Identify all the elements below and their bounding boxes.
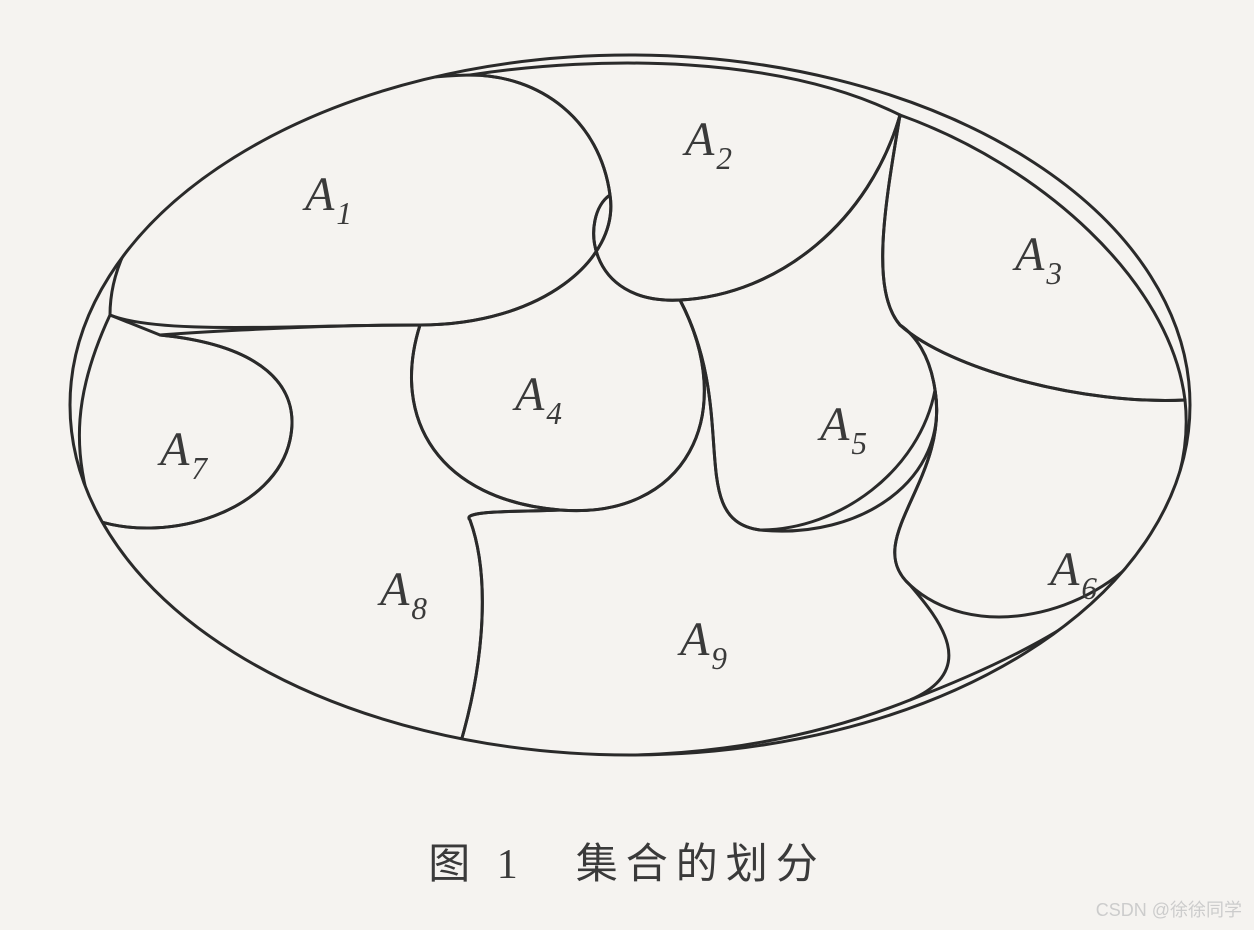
region-boundary-A6 [895, 325, 1186, 617]
region-label-A7: A7 [157, 423, 208, 486]
set-partition-diagram: A1 A2 A3 A4 A5 A6 A7 A8 A9 [40, 20, 1220, 780]
partition-group [79, 63, 1186, 756]
figure-caption: 图 1 集合的划分 [0, 830, 1254, 891]
diagram-svg: A1 A2 A3 A4 A5 A6 A7 A8 A9 [40, 20, 1220, 790]
region-label-A5: A5 [817, 398, 867, 461]
region-label-A2: A2 [682, 113, 732, 176]
region-label-A4: A4 [512, 368, 562, 431]
region-boundary-A8 [95, 325, 560, 745]
region-boundary-A1 [110, 75, 611, 328]
region-boundary-A7 [79, 315, 292, 528]
region-label-A3: A3 [1012, 228, 1062, 291]
region-label-A6: A6 [1047, 543, 1097, 606]
region-label-A9: A9 [677, 613, 727, 676]
region-label-A8: A8 [377, 563, 427, 626]
region-label-A1: A1 [302, 168, 352, 231]
region-boundary-A2 [470, 63, 900, 300]
region-boundary-close [910, 555, 1140, 700]
watermark-text: CSDN @徐徐同学 [1096, 896, 1242, 922]
region-boundary-A5 [680, 115, 937, 531]
region-boundary-A4 [411, 195, 704, 511]
